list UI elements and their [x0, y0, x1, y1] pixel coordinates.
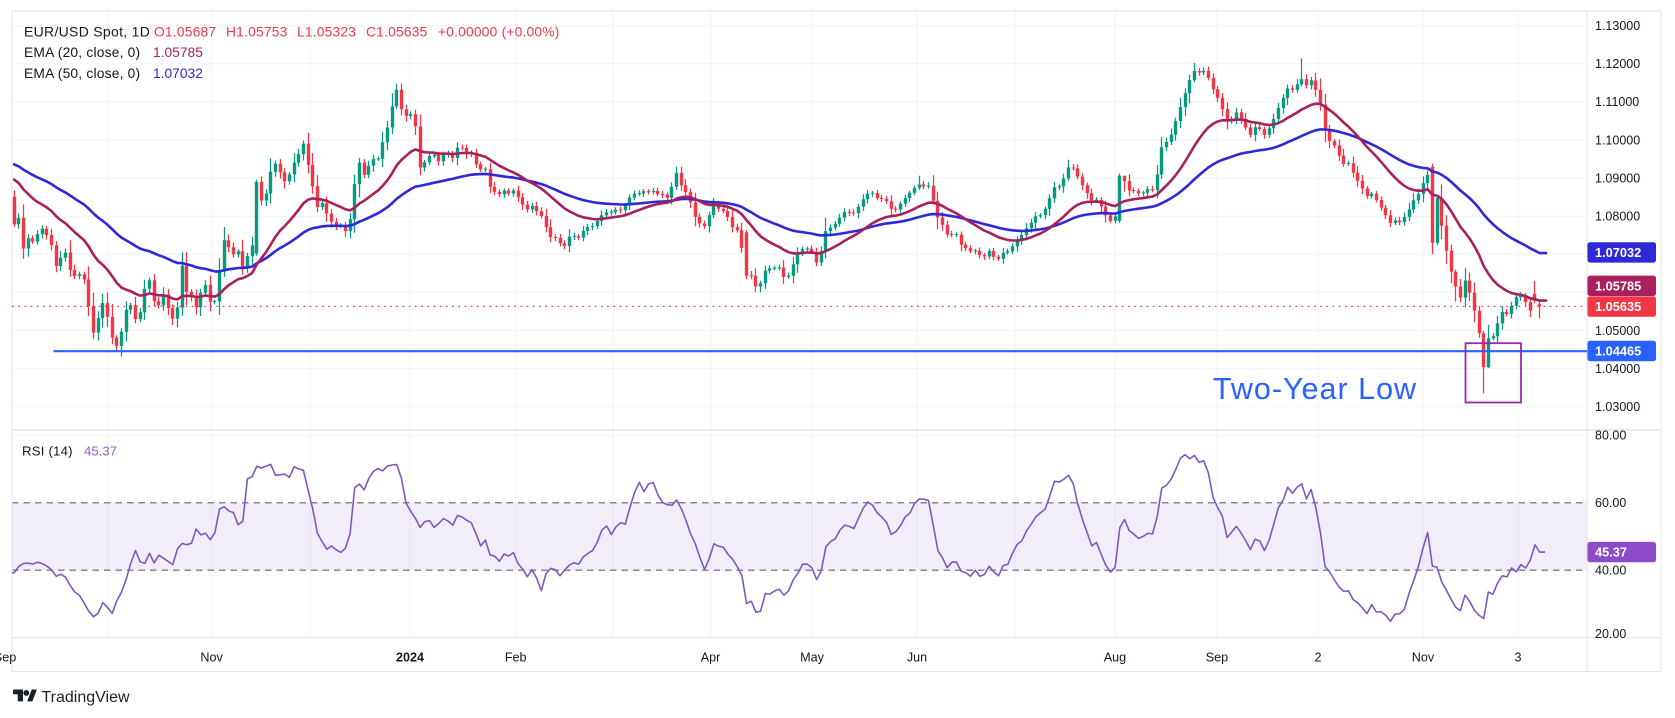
svg-text:L1.05323: L1.05323 — [297, 25, 356, 40]
svg-text:TradingView: TradingView — [42, 689, 130, 706]
svg-text:20.00: 20.00 — [1595, 627, 1626, 641]
svg-text:3: 3 — [1514, 651, 1521, 665]
svg-text:1.07032: 1.07032 — [153, 66, 203, 81]
svg-text:1.08000: 1.08000 — [1595, 210, 1640, 224]
svg-text:O1.05687: O1.05687 — [154, 25, 216, 40]
svg-text:Apr: Apr — [701, 651, 721, 665]
svg-text:1.04000: 1.04000 — [1595, 362, 1640, 376]
svg-text:1.05635: 1.05635 — [1595, 299, 1641, 314]
svg-text:Two-Year Low: Two-Year Low — [1213, 372, 1417, 406]
svg-text:60.00: 60.00 — [1595, 496, 1626, 510]
svg-text:+0.00000 (+0.00%): +0.00000 (+0.00%) — [438, 25, 560, 40]
svg-text:EMA (50, close, 0): EMA (50, close, 0) — [24, 66, 140, 81]
svg-text:Nov: Nov — [1412, 651, 1435, 665]
svg-text:Sep: Sep — [0, 651, 16, 665]
svg-text:RSI (14): RSI (14) — [22, 444, 73, 459]
svg-text:Sep: Sep — [1206, 651, 1228, 665]
svg-text:1.05785: 1.05785 — [1595, 278, 1641, 293]
svg-text:2: 2 — [1314, 651, 1321, 665]
svg-text:1.07032: 1.07032 — [1595, 245, 1641, 260]
svg-text:2024: 2024 — [396, 651, 424, 665]
svg-text:1.11000: 1.11000 — [1595, 95, 1639, 109]
svg-text:1.13000: 1.13000 — [1595, 19, 1640, 33]
svg-text:EMA (20, close, 0): EMA (20, close, 0) — [24, 45, 140, 60]
svg-text:Feb: Feb — [505, 651, 527, 665]
svg-text:1.09000: 1.09000 — [1595, 171, 1640, 185]
svg-text:C1.05635: C1.05635 — [366, 25, 428, 40]
svg-text:1.03000: 1.03000 — [1595, 400, 1640, 414]
svg-text:Aug: Aug — [1104, 651, 1126, 665]
svg-text:Jun: Jun — [907, 651, 927, 665]
svg-text:Nov: Nov — [200, 651, 223, 665]
svg-text:80.00: 80.00 — [1595, 429, 1626, 443]
svg-text:EUR/USD Spot, 1D: EUR/USD Spot, 1D — [24, 24, 150, 40]
svg-text:May: May — [800, 651, 824, 665]
svg-text:45.37: 45.37 — [1595, 545, 1627, 560]
svg-text:1.05785: 1.05785 — [153, 45, 203, 60]
svg-text:1.04465: 1.04465 — [1595, 344, 1641, 359]
svg-text:45.37: 45.37 — [84, 444, 117, 459]
svg-text:1.10000: 1.10000 — [1595, 133, 1640, 147]
svg-text:1.12000: 1.12000 — [1595, 57, 1640, 71]
svg-text:1.05000: 1.05000 — [1595, 324, 1640, 338]
svg-text:40.00: 40.00 — [1595, 564, 1626, 578]
svg-text:H1.05753: H1.05753 — [226, 25, 288, 40]
